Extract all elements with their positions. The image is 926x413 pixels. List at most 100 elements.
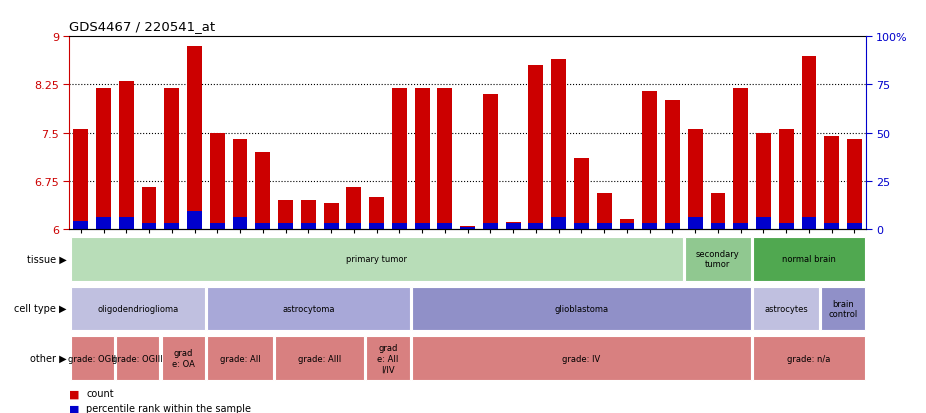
Bar — [165, 88, 180, 229]
Bar — [301, 223, 316, 229]
Bar — [710, 194, 725, 229]
Bar — [187, 47, 202, 229]
Bar — [142, 188, 156, 229]
Text: astrocytes: astrocytes — [764, 304, 808, 313]
Text: oligodendrioglioma: oligodendrioglioma — [97, 304, 179, 313]
Bar — [367, 337, 409, 380]
Text: other ▶: other ▶ — [30, 353, 67, 363]
Bar — [70, 287, 205, 330]
Bar — [483, 95, 498, 229]
Bar — [324, 223, 339, 229]
Text: percentile rank within the sample: percentile rank within the sample — [86, 404, 251, 413]
Bar — [574, 223, 589, 229]
Bar — [278, 223, 293, 229]
Bar — [207, 287, 409, 330]
Bar — [802, 57, 817, 229]
Bar — [346, 223, 361, 229]
Bar — [688, 130, 703, 229]
Bar — [232, 218, 247, 229]
Bar — [710, 223, 725, 229]
Bar — [119, 82, 133, 229]
Text: normal brain: normal brain — [782, 255, 836, 263]
Bar — [753, 337, 865, 380]
Bar — [688, 218, 703, 229]
Text: ■: ■ — [69, 388, 80, 398]
Bar — [119, 218, 133, 229]
Bar — [506, 223, 520, 229]
Text: grad
e: OA: grad e: OA — [172, 349, 194, 368]
Bar — [437, 88, 452, 229]
Bar — [437, 223, 452, 229]
Bar — [207, 337, 273, 380]
Text: grade: IV: grade: IV — [562, 354, 601, 363]
Bar — [665, 223, 680, 229]
Bar — [665, 101, 680, 229]
Bar — [460, 226, 475, 229]
Bar — [483, 223, 498, 229]
Bar — [460, 227, 475, 229]
Text: grade: OGII: grade: OGII — [69, 354, 117, 363]
Bar — [162, 337, 205, 380]
Text: ■: ■ — [69, 404, 80, 413]
Bar — [70, 337, 114, 380]
Bar — [70, 237, 682, 281]
Bar — [847, 140, 862, 229]
Bar — [278, 200, 293, 229]
Bar — [116, 337, 159, 380]
Bar — [596, 223, 611, 229]
Bar — [415, 88, 430, 229]
Bar — [779, 130, 794, 229]
Text: astrocytoma: astrocytoma — [282, 304, 334, 313]
Bar — [369, 223, 384, 229]
Bar — [165, 223, 180, 229]
Bar — [275, 337, 364, 380]
Bar — [529, 66, 544, 229]
Text: grade: n/a: grade: n/a — [787, 354, 831, 363]
Bar — [824, 136, 839, 229]
Bar — [685, 237, 751, 281]
Bar — [324, 204, 339, 229]
Text: grad
e: AII
I/IV: grad e: AII I/IV — [377, 344, 399, 373]
Bar — [619, 223, 634, 229]
Bar — [412, 337, 751, 380]
Bar — [256, 152, 270, 229]
Bar — [392, 88, 407, 229]
Bar — [210, 223, 225, 229]
Text: GDS4467 / 220541_at: GDS4467 / 220541_at — [69, 20, 216, 33]
Text: tissue ▶: tissue ▶ — [27, 254, 67, 264]
Bar — [619, 220, 634, 229]
Bar — [506, 223, 520, 229]
Text: primary tumor: primary tumor — [346, 255, 407, 263]
Bar — [142, 223, 156, 229]
Bar — [96, 218, 111, 229]
Text: grade: AIII: grade: AIII — [298, 354, 342, 363]
Text: count: count — [86, 388, 114, 398]
Bar — [756, 218, 770, 229]
Bar — [551, 218, 566, 229]
Bar — [369, 197, 384, 229]
Bar — [73, 130, 88, 229]
Bar — [756, 133, 770, 229]
Bar — [210, 133, 225, 229]
Bar — [824, 223, 839, 229]
Bar — [802, 218, 817, 229]
Bar — [96, 88, 111, 229]
Bar — [779, 223, 794, 229]
Bar — [73, 221, 88, 229]
Bar — [256, 223, 270, 229]
Bar — [412, 287, 751, 330]
Text: grade: AII: grade: AII — [219, 354, 260, 363]
Bar — [596, 194, 611, 229]
Bar — [821, 287, 865, 330]
Text: glioblastoma: glioblastoma — [555, 304, 608, 313]
Bar — [753, 287, 820, 330]
Text: secondary
tumor: secondary tumor — [696, 249, 740, 269]
Bar — [392, 223, 407, 229]
Bar — [551, 59, 566, 229]
Bar — [415, 223, 430, 229]
Text: brain
control: brain control — [829, 299, 857, 318]
Bar — [733, 88, 748, 229]
Text: grade: OGIII: grade: OGIII — [112, 354, 163, 363]
Bar — [346, 188, 361, 229]
Bar — [733, 223, 748, 229]
